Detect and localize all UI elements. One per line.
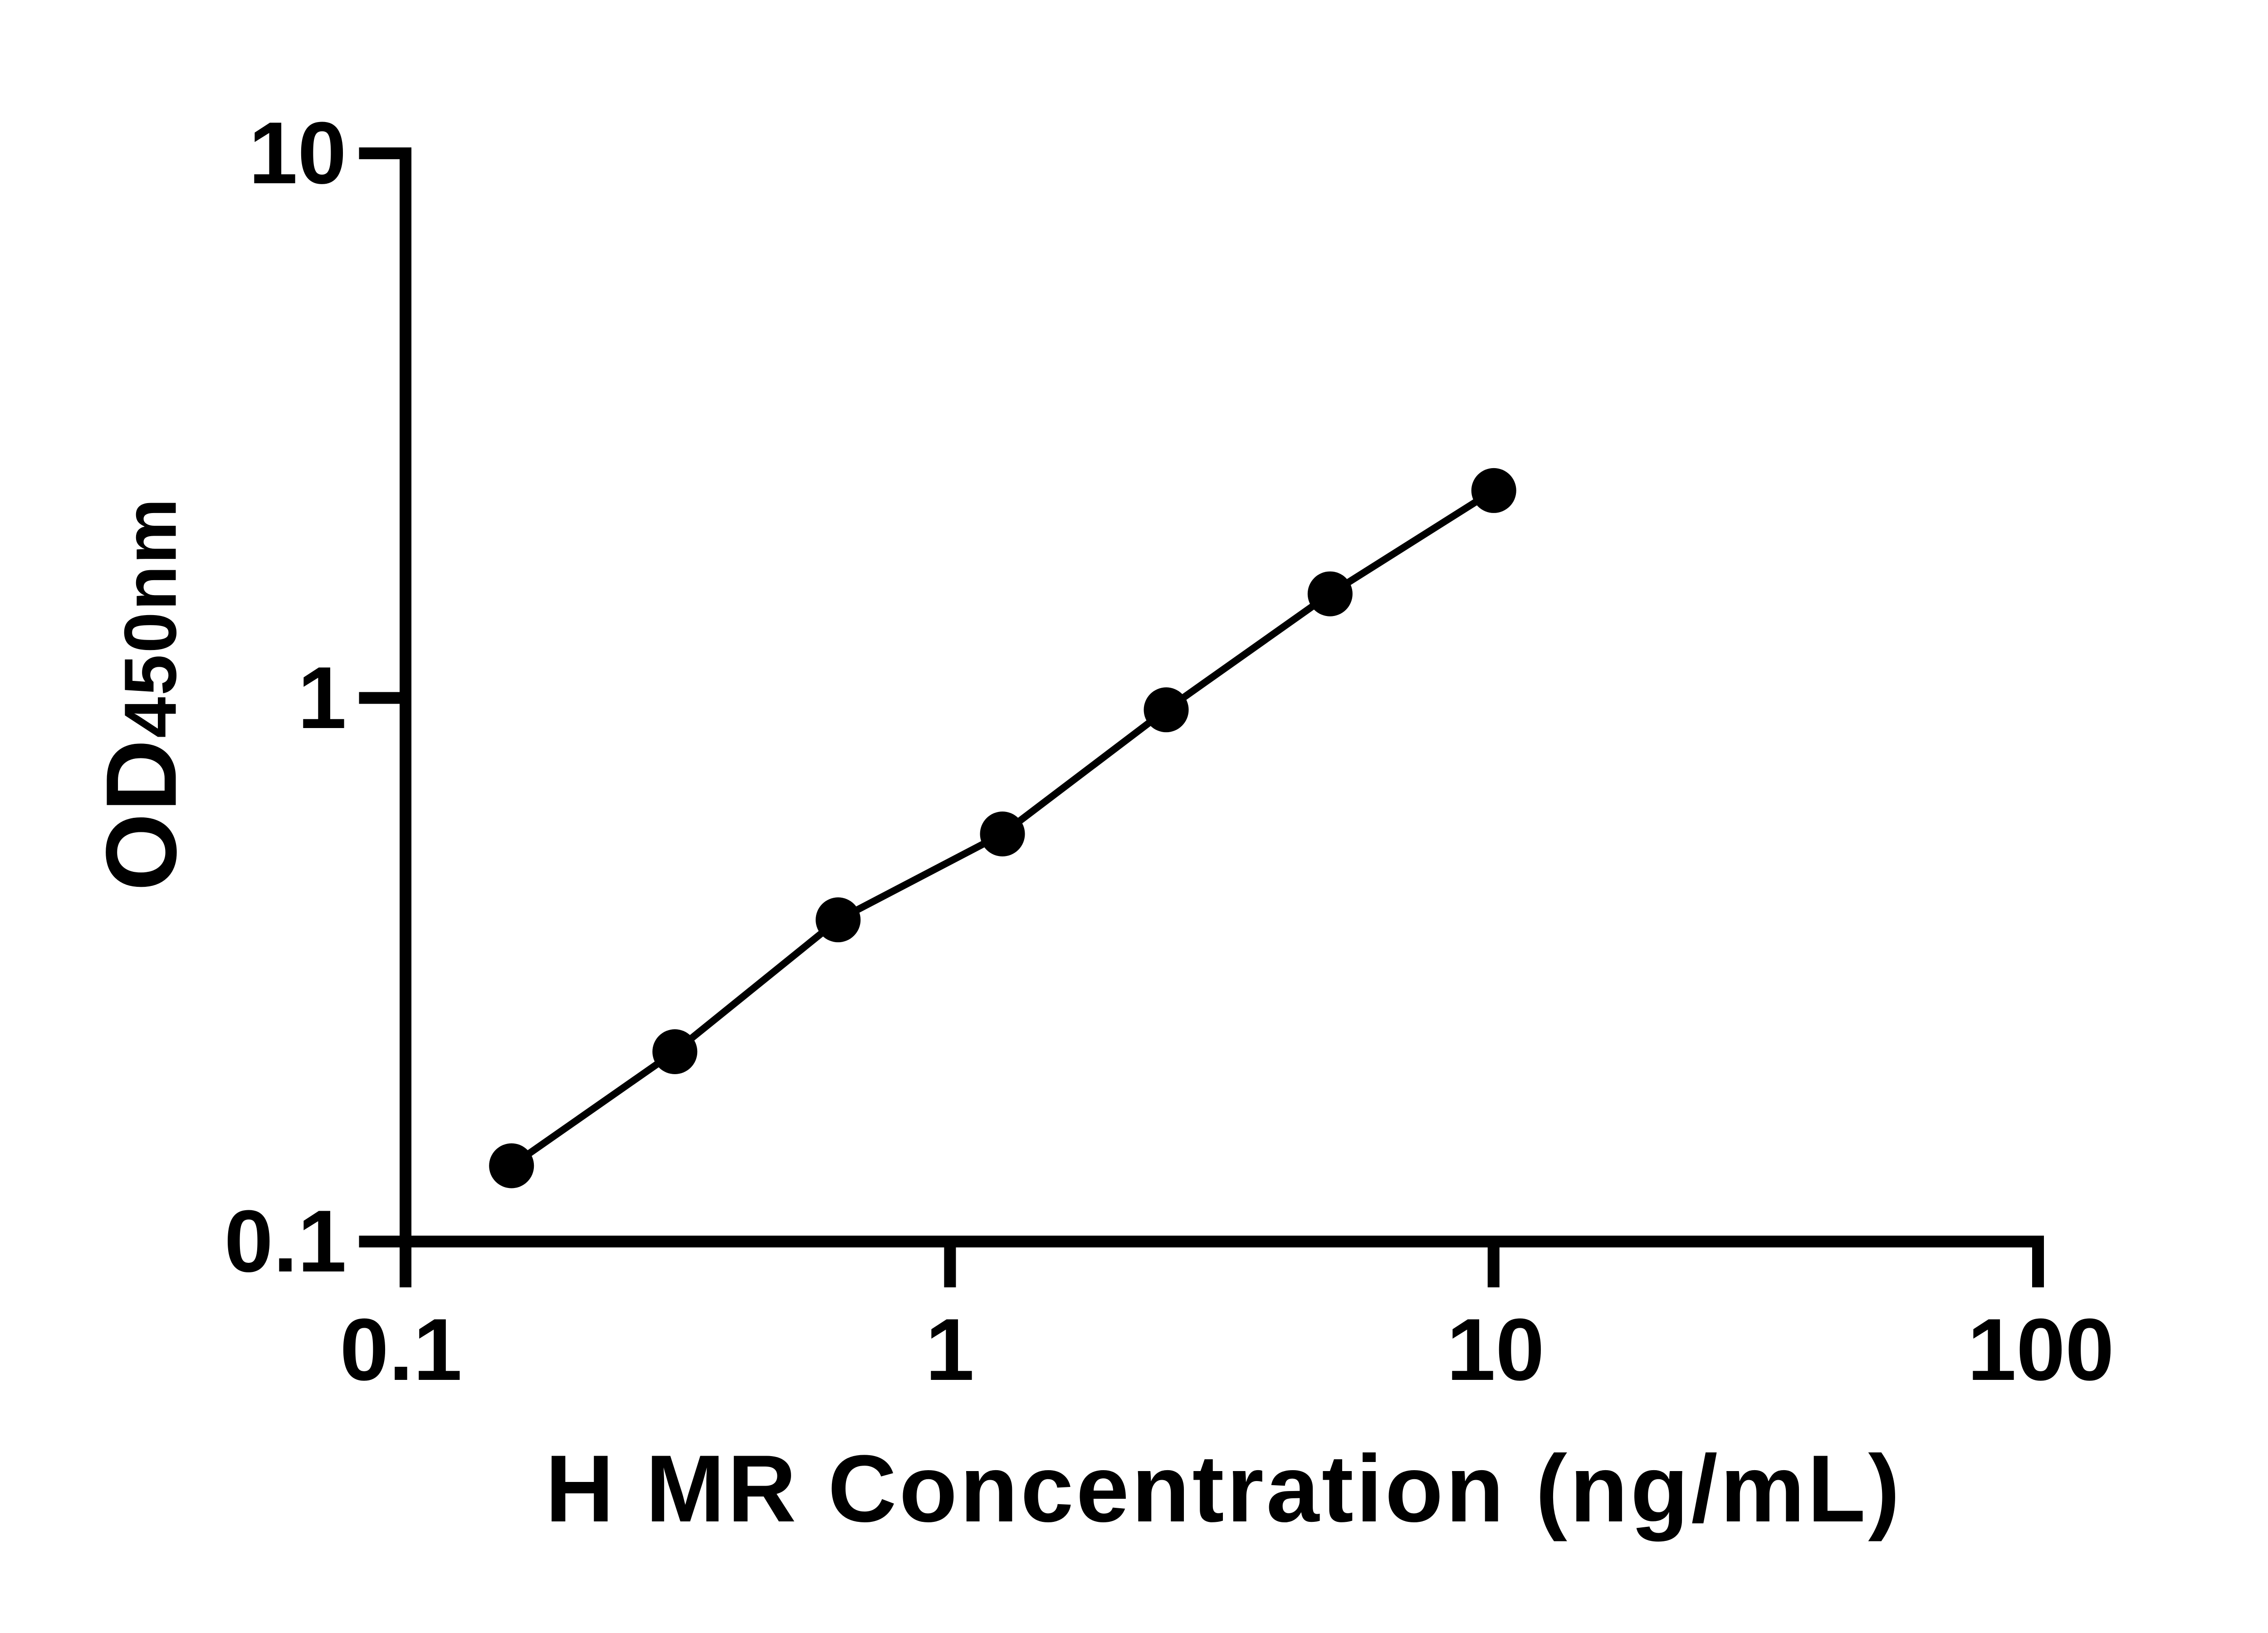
svg-text:10: 10 (249, 104, 347, 202)
svg-text:0.1: 0.1 (340, 1301, 462, 1399)
svg-text:10: 10 (1447, 1301, 1545, 1399)
svg-text:100: 100 (1967, 1301, 2114, 1399)
svg-text:OD450nm: OD450nm (85, 497, 197, 891)
svg-text:0.1: 0.1 (224, 1192, 347, 1291)
svg-text:1: 1 (298, 649, 347, 747)
svg-text:1: 1 (925, 1301, 974, 1399)
svg-text:H MR Concentration (ng/mL): H MR Concentration (ng/mL) (545, 1435, 1902, 1542)
